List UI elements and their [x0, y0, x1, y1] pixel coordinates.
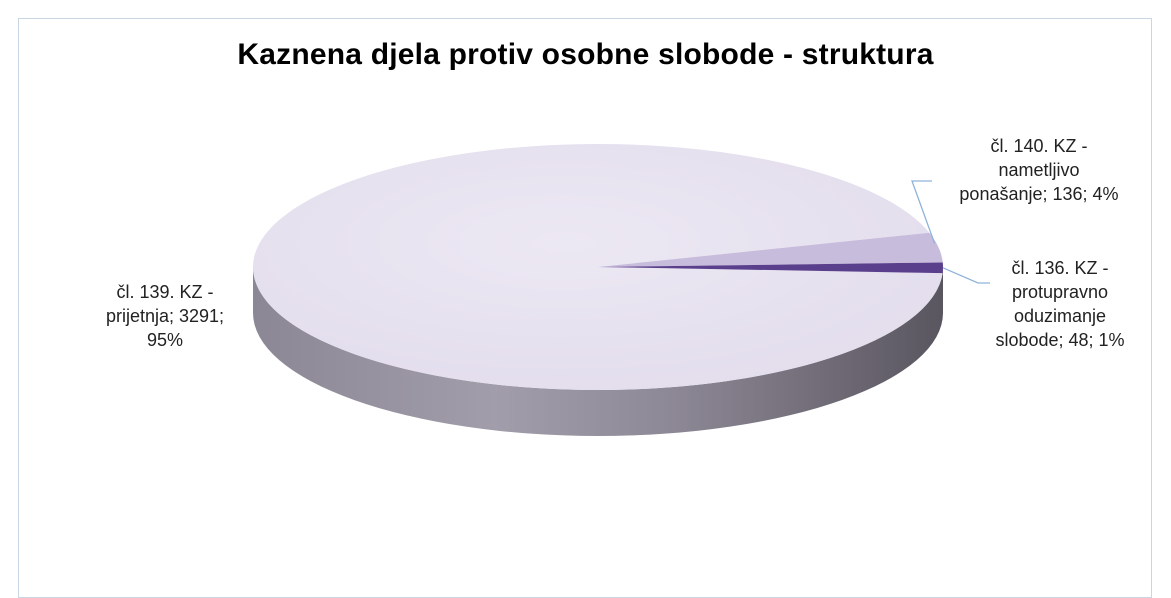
slice-label-protupravno-oduzimanje: čl. 136. KZ - protupravno oduzimanje slobod… — [960, 256, 1160, 352]
slice-label-line: čl. 139. KZ - — [116, 282, 214, 302]
slice-label-line: protupravno — [1011, 282, 1109, 302]
slice-label-line: čl. 136. KZ - — [1011, 258, 1109, 278]
chart-title: Kaznena djela protiv osobne slobode - st… — [237, 38, 934, 71]
pie-side-wall — [253, 267, 943, 436]
slice-label-line: 95% — [146, 330, 184, 350]
slice-label-nametljivo-ponasanje: čl. 140. KZ - nametljivo ponašanje; 136; 4… — [934, 134, 1144, 206]
pie-top — [253, 144, 943, 391]
pie-side-face — [253, 267, 943, 436]
slice-label-prijetnja: čl. 139. KZ - prijetnja; 3291; 95% — [70, 280, 260, 352]
leader-line-nametljivo — [911, 180, 936, 244]
pie-slice-prijetnja — [253, 144, 943, 391]
leader-line-protupravno — [942, 267, 990, 284]
pie-slice-nametljivo-ponasanje — [598, 232, 943, 267]
leader-lines — [911, 180, 990, 284]
pie-slice-protupravno-oduzimanje — [598, 262, 943, 274]
slice-label-line: nametljivo — [998, 160, 1080, 180]
slice-label-line: čl. 140. KZ - — [990, 136, 1088, 156]
slice-label-line: slobode; 48; 1% — [995, 330, 1125, 350]
slice-label-line: ponašanje; 136; 4% — [959, 184, 1119, 204]
pie-chart — [253, 144, 990, 436]
slice-label-line: prijetnja; 3291; — [105, 306, 225, 326]
slice-label-line: oduzimanje — [1013, 306, 1107, 326]
